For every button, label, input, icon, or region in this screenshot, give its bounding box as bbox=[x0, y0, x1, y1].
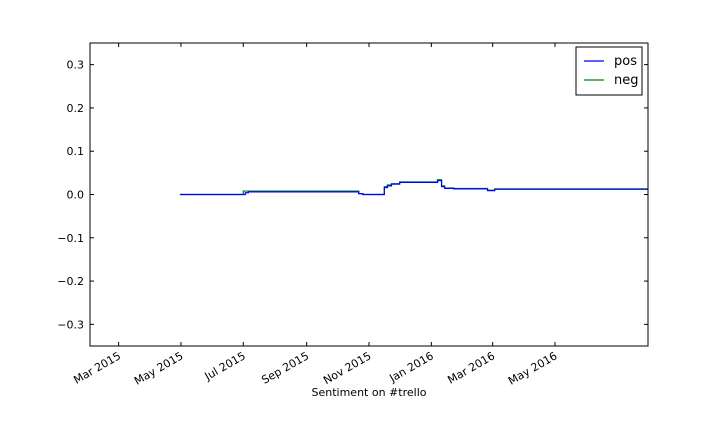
y-tick-label: 0.0 bbox=[67, 189, 85, 202]
series-line-pos bbox=[179, 180, 648, 196]
x-tick-label: Sep 2015 bbox=[259, 349, 311, 386]
x-tick-label: Mar 2016 bbox=[445, 349, 497, 386]
y-tick-label: 0.2 bbox=[67, 102, 85, 115]
legend-label-neg: neg bbox=[614, 73, 639, 88]
ticks bbox=[90, 43, 648, 346]
y-tick-label: −0.3 bbox=[57, 318, 84, 331]
plot-frame bbox=[89, 42, 649, 347]
y-tick-label: −0.1 bbox=[57, 232, 84, 245]
tick-labels: 0.3 0.2 0.1 0.0 −0.1 −0.2 −0.3 Mar 2015 May 2015… bbox=[57, 59, 559, 388]
legend-label-pos: pos bbox=[614, 54, 637, 69]
y-tick-label: −0.2 bbox=[57, 275, 84, 288]
x-tick-label: May 2016 bbox=[506, 349, 559, 387]
x-tick-label: Mar 2015 bbox=[71, 349, 123, 386]
x-tick-label: May 2015 bbox=[132, 349, 185, 387]
y-tick-label: 0.1 bbox=[67, 145, 85, 158]
x-tick-label: Nov 2015 bbox=[321, 349, 373, 387]
x-tick-label: Jul 2015 bbox=[202, 349, 248, 383]
legend-box bbox=[575, 46, 643, 96]
x-tick-label: Jan 2016 bbox=[387, 349, 436, 385]
x-axis-label: Sentiment on #trello bbox=[312, 386, 427, 399]
y-tick-label: 0.3 bbox=[67, 59, 85, 72]
legend: pos neg bbox=[575, 46, 643, 96]
plot-content bbox=[179, 179, 648, 196]
